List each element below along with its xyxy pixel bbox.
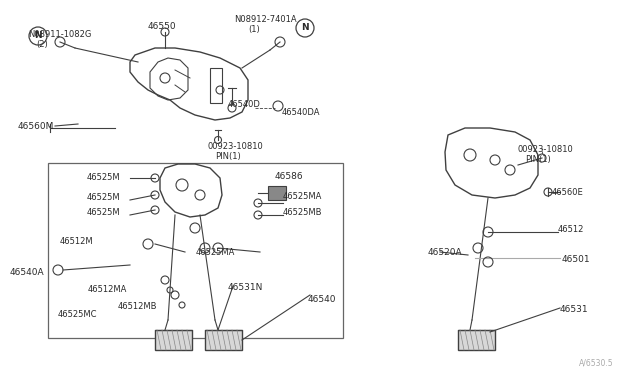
Text: 46512M: 46512M [60, 237, 93, 246]
Text: 46501: 46501 [562, 255, 591, 264]
Text: 00923-10810: 00923-10810 [208, 142, 264, 151]
Text: 46540DA: 46540DA [282, 108, 321, 117]
Bar [268, 186, 286, 200]
Polygon shape [205, 330, 242, 350]
Text: 46525M: 46525M [87, 173, 120, 182]
Text: PIN(1): PIN(1) [525, 155, 551, 164]
Text: 46512MB: 46512MB [118, 302, 157, 311]
Text: (2): (2) [36, 40, 48, 49]
Text: 46560E: 46560E [552, 188, 584, 197]
Text: 46586: 46586 [275, 172, 303, 181]
Text: 46525MA: 46525MA [196, 248, 236, 257]
Text: 46540: 46540 [308, 295, 337, 304]
Polygon shape [155, 330, 192, 350]
Text: 46560M: 46560M [18, 122, 54, 131]
Text: 46525MC: 46525MC [58, 310, 97, 319]
Text: 46525MB: 46525MB [283, 208, 323, 217]
Bar [210, 68, 222, 103]
Text: 46525MA: 46525MA [283, 192, 323, 201]
Text: (1): (1) [248, 25, 260, 34]
Text: 00923-10810: 00923-10810 [518, 145, 573, 154]
Text: PIN(1): PIN(1) [215, 152, 241, 161]
Text: 46531N: 46531N [228, 283, 264, 292]
Text: 46512MA: 46512MA [88, 285, 127, 294]
Text: N: N [301, 23, 309, 32]
Bar [48, 163, 343, 338]
Text: A/6530.5: A/6530.5 [579, 358, 614, 367]
Text: 46520A: 46520A [428, 248, 463, 257]
Text: 46525M: 46525M [87, 193, 120, 202]
Text: 46531: 46531 [560, 305, 589, 314]
Text: 46540D: 46540D [228, 100, 261, 109]
Text: N08912-7401A: N08912-7401A [234, 15, 296, 24]
Text: 46512: 46512 [558, 225, 584, 234]
Text: 46525M: 46525M [87, 208, 120, 217]
Text: 46540A: 46540A [10, 268, 45, 277]
Text: N: N [34, 32, 42, 41]
Text: 46550: 46550 [148, 22, 177, 31]
Text: N08911-1082G: N08911-1082G [28, 30, 92, 39]
Polygon shape [458, 330, 495, 350]
